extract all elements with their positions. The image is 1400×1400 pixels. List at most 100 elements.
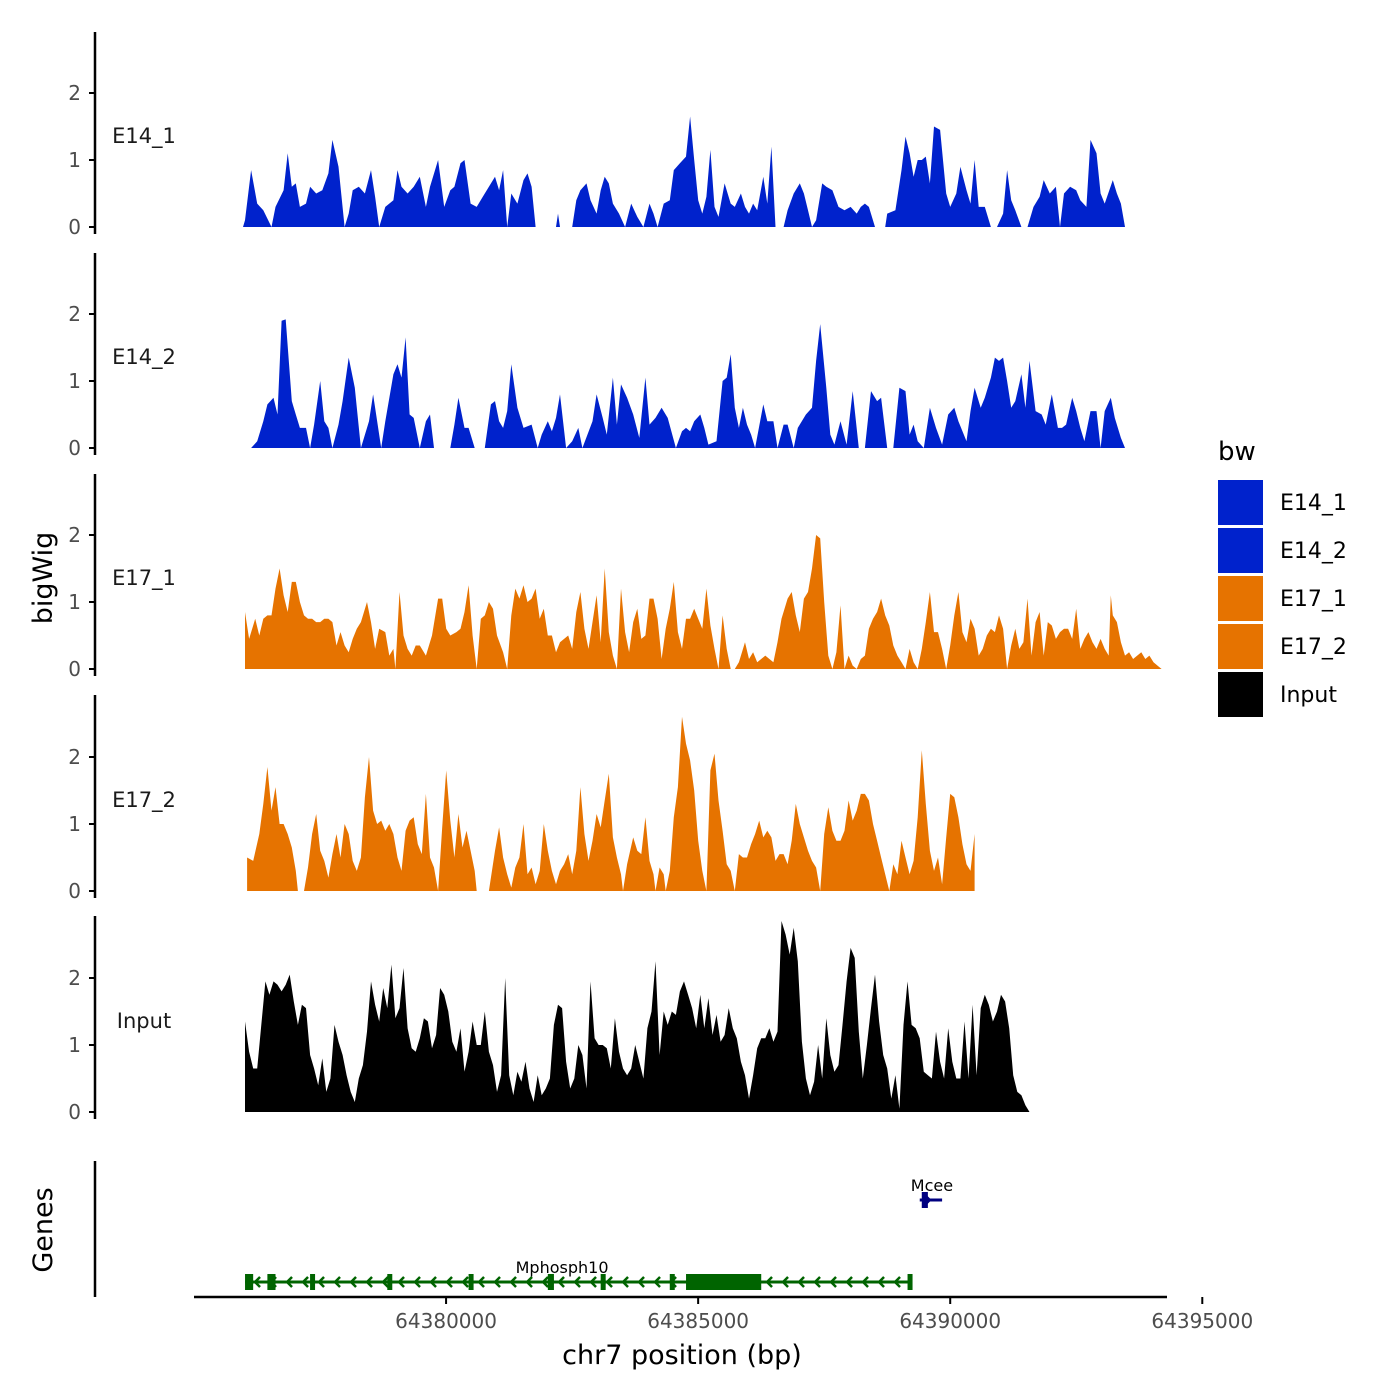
legend-swatch xyxy=(1218,576,1263,621)
x-tick-label: 64390000 xyxy=(899,1309,1001,1333)
strand-chevron xyxy=(781,1276,789,1288)
legend-swatch xyxy=(1218,528,1263,573)
x-axis-title: chr7 position (bp) xyxy=(562,1340,802,1371)
panel-e14-1: 0 1 2 E14_1 xyxy=(68,32,1125,239)
y-tick-label: 1 xyxy=(68,590,81,614)
y-tick-label: 0 xyxy=(68,215,81,239)
exon xyxy=(267,1274,276,1290)
strand-chevron xyxy=(493,1276,501,1288)
signal-area-e17-1 xyxy=(245,535,1162,669)
y-tick-label: 2 xyxy=(68,745,81,769)
strand-chevron xyxy=(317,1276,325,1288)
strand-chevron xyxy=(813,1276,821,1288)
strand-chevron xyxy=(509,1276,517,1288)
strand-chevron xyxy=(845,1276,853,1288)
y-tick-label: 2 xyxy=(68,966,81,990)
legend-swatch xyxy=(1218,672,1263,717)
strand-chevron xyxy=(637,1276,645,1288)
strand-chevron xyxy=(589,1276,597,1288)
y-tick-label: 1 xyxy=(68,812,81,836)
exon xyxy=(387,1274,393,1290)
legend: bw E14_1 E14_2 E17_1 E17_2 Input xyxy=(1218,437,1347,717)
exon xyxy=(921,1192,928,1208)
legend-label: E14_2 xyxy=(1280,539,1347,564)
y-tick-label: 1 xyxy=(68,1033,81,1057)
legend-label: E17_2 xyxy=(1280,635,1347,660)
legend-swatch xyxy=(1218,480,1263,525)
exon xyxy=(686,1274,762,1290)
signal-area-input xyxy=(245,921,1030,1112)
y-tick-label: 2 xyxy=(68,523,81,547)
panel-input: 0 1 2 Input xyxy=(68,916,1030,1124)
signal-area-e14-1 xyxy=(243,116,1125,227)
y-tick-label: 2 xyxy=(68,81,81,105)
track-label: E14_1 xyxy=(112,124,176,149)
x-tick-label: 64385000 xyxy=(647,1309,749,1333)
gene-label: Mphosph10 xyxy=(516,1258,609,1277)
exon xyxy=(669,1274,675,1290)
signal-area-e14-2 xyxy=(251,319,1126,448)
gene-mphosph10: Mphosph10 xyxy=(245,1258,913,1290)
strand-chevron xyxy=(653,1276,661,1288)
track-label: E14_2 xyxy=(112,345,176,370)
y-tick-label: 0 xyxy=(68,1100,81,1124)
strand-chevron xyxy=(621,1276,629,1288)
exon xyxy=(907,1274,913,1290)
legend-label: E17_1 xyxy=(1280,587,1347,612)
strand-chevron xyxy=(349,1276,357,1288)
panel-e17-2: 0 1 2 E17_2 xyxy=(68,695,975,903)
gene-mcee: Mcee xyxy=(911,1176,953,1208)
y-tick-label: 0 xyxy=(68,879,81,903)
legend-label: E14_1 xyxy=(1280,491,1347,516)
strand-chevron xyxy=(301,1276,309,1288)
x-tick-label: 64395000 xyxy=(1151,1309,1253,1333)
strand-chevron xyxy=(333,1276,341,1288)
legend-title: bw xyxy=(1218,437,1256,467)
x-tick-label: 64380000 xyxy=(395,1309,497,1333)
x-axis: 64380000 64385000 64390000 64395000 xyxy=(194,1295,1253,1333)
strand-chevron xyxy=(765,1276,773,1288)
strand-chevron xyxy=(365,1276,373,1288)
strand-chevron xyxy=(605,1276,613,1288)
strand-chevron xyxy=(253,1276,261,1288)
strand-chevron xyxy=(797,1276,805,1288)
gene-label: Mcee xyxy=(911,1176,953,1195)
genes-track-title: Genes xyxy=(28,1187,59,1272)
y-tick-label: 2 xyxy=(68,302,81,326)
exon xyxy=(547,1274,554,1290)
y-tick-label: 1 xyxy=(68,369,81,393)
gene-track: Mphosph10 Mcee xyxy=(93,1161,953,1297)
legend-label: Input xyxy=(1280,683,1337,708)
strand-chevron xyxy=(461,1276,469,1288)
y-axis-title: bigWig xyxy=(28,532,59,625)
exon xyxy=(310,1274,316,1290)
y-tick-label: 0 xyxy=(68,436,81,460)
exon xyxy=(245,1274,254,1290)
strand-chevron xyxy=(573,1276,581,1288)
strand-chevron xyxy=(445,1276,453,1288)
strand-chevron xyxy=(429,1276,437,1288)
strand-chevron xyxy=(477,1276,485,1288)
strand-chevron xyxy=(381,1276,389,1288)
panel-e17-1: 0 1 2 E17_1 xyxy=(68,474,1162,681)
track-label: Input xyxy=(117,1009,171,1033)
panel-e14-2: 0 1 2 E14_2 xyxy=(68,253,1126,460)
strand-chevron xyxy=(861,1276,869,1288)
legend-swatch xyxy=(1218,624,1263,669)
y-tick-label: 0 xyxy=(68,657,81,681)
strand-chevron xyxy=(557,1276,565,1288)
strand-chevron xyxy=(525,1276,533,1288)
exon xyxy=(468,1274,474,1290)
signal-area-e17-2 xyxy=(247,716,975,891)
strand-chevron xyxy=(397,1276,405,1288)
strand-chevron xyxy=(877,1276,885,1288)
strand-chevron xyxy=(893,1276,901,1288)
strand-chevron xyxy=(413,1276,421,1288)
signal-panels: 0 1 2 E14_1 0 1 2 E14_2 0 1 2 E17_1 0 1 2 E17_2 0 1 2 Input xyxy=(68,32,1162,1124)
track-label: E17_2 xyxy=(112,788,176,813)
strand-chevron xyxy=(829,1276,837,1288)
strand-chevron xyxy=(541,1276,549,1288)
strand-chevron xyxy=(285,1276,293,1288)
y-tick-label: 1 xyxy=(68,148,81,172)
